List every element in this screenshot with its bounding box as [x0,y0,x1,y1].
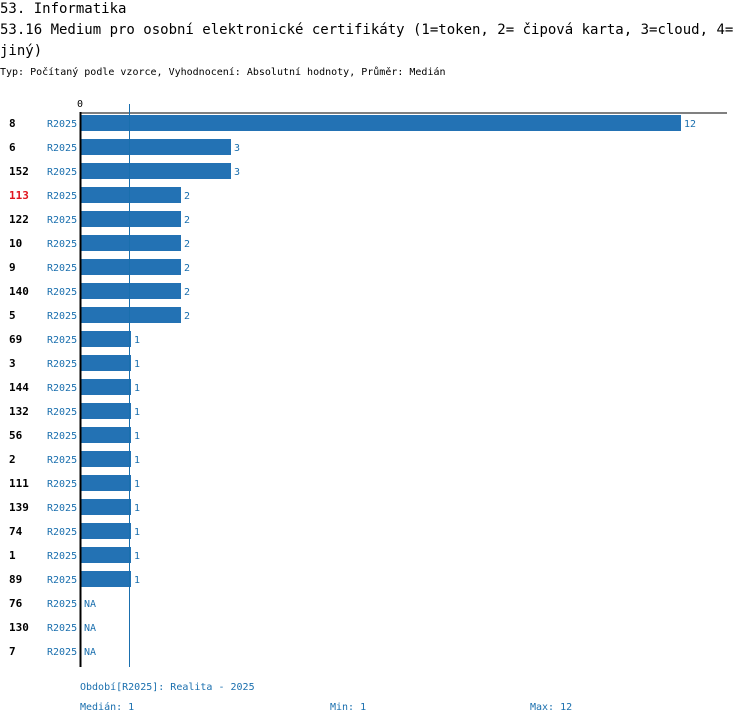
bar [81,379,131,395]
bar [81,283,181,299]
value-label: NA [84,599,96,610]
category-label: 6 [9,141,16,154]
value-label: 12 [684,119,696,130]
bar [81,451,131,467]
value-label: 1 [134,455,140,466]
value-label: 2 [184,191,190,202]
bar [81,499,131,515]
category-label: 140 [9,285,29,298]
series-label: R2025 [47,191,77,202]
bar [81,139,231,155]
bar [81,475,131,491]
chart-metadata: Typ: Počítaný podle vzorce, Vyhodnocení:… [0,67,446,78]
series-label: R2025 [47,263,77,274]
series-label: R2025 [47,647,77,658]
category-label: 69 [9,333,22,346]
question-title: 53.16 Medium pro osobní elektronické cer… [0,22,734,59]
value-label: 2 [184,311,190,322]
series-label: R2025 [47,527,77,538]
category-label: 8 [9,117,16,130]
bar [81,331,131,347]
value-label: 1 [134,527,140,538]
category-label: 111 [9,477,29,490]
value-label: 2 [184,215,190,226]
category-label: 139 [9,501,29,514]
series-label: R2025 [47,599,77,610]
series-label: R2025 [47,551,77,562]
bar [81,163,231,179]
value-label: 2 [184,239,190,250]
series-label: R2025 [47,311,77,322]
value-label: 1 [134,359,140,370]
series-label: R2025 [47,503,77,514]
value-label: 1 [134,335,140,346]
category-label: 113 [9,189,29,202]
category-label: 2 [9,453,16,466]
series-label: R2025 [47,239,77,250]
series-label: R2025 [47,407,77,418]
bar [81,427,131,443]
value-label: 1 [134,503,140,514]
footer-max: Max: 12 [530,702,573,713]
value-label: 3 [234,143,240,154]
bar [81,235,181,251]
value-label: 3 [234,167,240,178]
category-label: 7 [9,645,16,658]
category-label: 74 [9,525,23,538]
bar [81,403,131,419]
category-label: 89 [9,573,22,586]
value-label: 1 [134,431,140,442]
category-label: 152 [9,165,29,178]
category-label: 1 [9,549,16,562]
series-label: R2025 [47,167,77,178]
bar [81,211,181,227]
bar [81,547,131,563]
series-label: R2025 [47,455,77,466]
series-label: R2025 [47,119,77,130]
value-label: 1 [134,551,140,562]
category-label: 9 [9,261,16,274]
category-label: 5 [9,309,16,322]
bar [81,523,131,539]
category-label: 76 [9,597,23,610]
bar [81,187,181,203]
bar [81,115,681,131]
bar [81,307,181,323]
series-label: R2025 [47,143,77,154]
axis-zero-label: 0 [77,99,83,110]
footer-median: Medián: 1 [80,702,135,713]
value-label: 1 [134,479,140,490]
series-label: R2025 [47,383,77,394]
value-label: 1 [134,407,140,418]
series-label: R2025 [47,215,77,226]
value-label: 1 [134,575,140,586]
bar [81,355,131,371]
value-label: 2 [184,287,190,298]
series-label: R2025 [47,431,77,442]
category-label: 122 [9,213,29,226]
series-label: R2025 [47,575,77,586]
footer-period: Období[R2025]: Realita - 2025 [80,682,255,693]
series-label: R2025 [47,479,77,490]
series-label: R2025 [47,335,77,346]
value-label: NA [84,647,96,658]
bar [81,571,131,587]
category-label: 144 [9,381,29,394]
series-label: R2025 [47,287,77,298]
category-label: 132 [9,405,29,418]
category-label: 56 [9,429,23,442]
value-label: NA [84,623,96,634]
footer-min: Min: 1 [330,702,367,713]
series-label: R2025 [47,359,77,370]
series-label: R2025 [47,623,77,634]
value-label: 1 [134,383,140,394]
bar [81,259,181,275]
category-label: 130 [9,621,29,634]
category-label: 10 [9,237,22,250]
category-label: 3 [9,357,16,370]
value-label: 2 [184,263,190,274]
section-title: 53. Informatika [0,1,127,17]
